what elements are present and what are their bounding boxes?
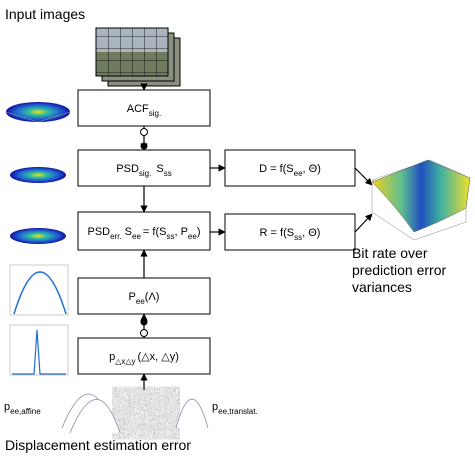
text-part: , Θ) bbox=[302, 227, 320, 239]
text-part: ee bbox=[294, 169, 303, 178]
pdxdy-label: p△x△y (△x, △y) bbox=[109, 351, 179, 366]
text-part: △x△y bbox=[115, 357, 135, 366]
text-part: ss bbox=[294, 233, 302, 242]
psd-err-box bbox=[77, 211, 211, 251]
text-part: ss bbox=[164, 169, 172, 178]
result-line: prediction error bbox=[352, 262, 446, 278]
psd-err-label: PSDerr. See = f(Sss, Pee) bbox=[87, 226, 200, 241]
psd-sig-label: PSDsig. Sss bbox=[116, 163, 171, 178]
text-part: , Θ) bbox=[303, 163, 321, 175]
text-part: ee bbox=[132, 232, 141, 241]
text-part: D = f(S bbox=[259, 163, 294, 175]
affine-label: pee,affine bbox=[4, 401, 41, 416]
text-part: p bbox=[4, 401, 10, 413]
text-part: ss bbox=[166, 232, 174, 241]
text-part: ee,affine bbox=[10, 407, 41, 416]
psd-sig-box bbox=[77, 149, 211, 187]
thumbnails bbox=[5, 102, 71, 376]
rate-label: R = f(Sss, Θ) bbox=[260, 227, 321, 242]
text-part: ee bbox=[188, 232, 197, 241]
text-part: ) bbox=[197, 226, 201, 238]
text-part: R = f(S bbox=[260, 227, 295, 239]
text-part: sig. bbox=[139, 169, 151, 178]
text-part: P bbox=[129, 291, 136, 303]
result-line: variances bbox=[352, 279, 412, 295]
text-part: S bbox=[156, 163, 163, 175]
rate-surface bbox=[371, 159, 471, 241]
text-part: ACF bbox=[127, 103, 149, 115]
text-part: , P bbox=[174, 226, 187, 238]
error-distributions bbox=[61, 391, 209, 435]
acf-label: ACFsig. bbox=[127, 103, 161, 118]
title: Input images bbox=[5, 6, 85, 22]
input-images bbox=[95, 27, 181, 87]
text-part: sig. bbox=[149, 109, 161, 118]
pee-label: Pee(Λ) bbox=[129, 291, 160, 306]
result-line: Bit rate over bbox=[352, 245, 428, 261]
pee-box bbox=[77, 277, 211, 315]
text-part: = f(S bbox=[143, 226, 167, 238]
text-part: (△x, △y) bbox=[138, 351, 179, 363]
text-part: ee,translat. bbox=[218, 407, 258, 416]
footer: Displacement estimation error bbox=[5, 437, 191, 453]
text-part: PSD bbox=[116, 163, 139, 175]
distortion-label: D = f(See, Θ) bbox=[259, 163, 321, 178]
pdxdy-box bbox=[77, 337, 211, 375]
text-part: S bbox=[125, 226, 132, 238]
text-part: PSD bbox=[87, 226, 110, 238]
text-part: (Λ) bbox=[145, 291, 160, 303]
text-part: p bbox=[109, 351, 115, 363]
connectors bbox=[140, 83, 373, 390]
text-part: ee bbox=[136, 297, 145, 306]
text-part: p bbox=[212, 401, 218, 413]
text-part: err. bbox=[110, 232, 122, 241]
translat-label: pee,translat. bbox=[212, 401, 258, 416]
